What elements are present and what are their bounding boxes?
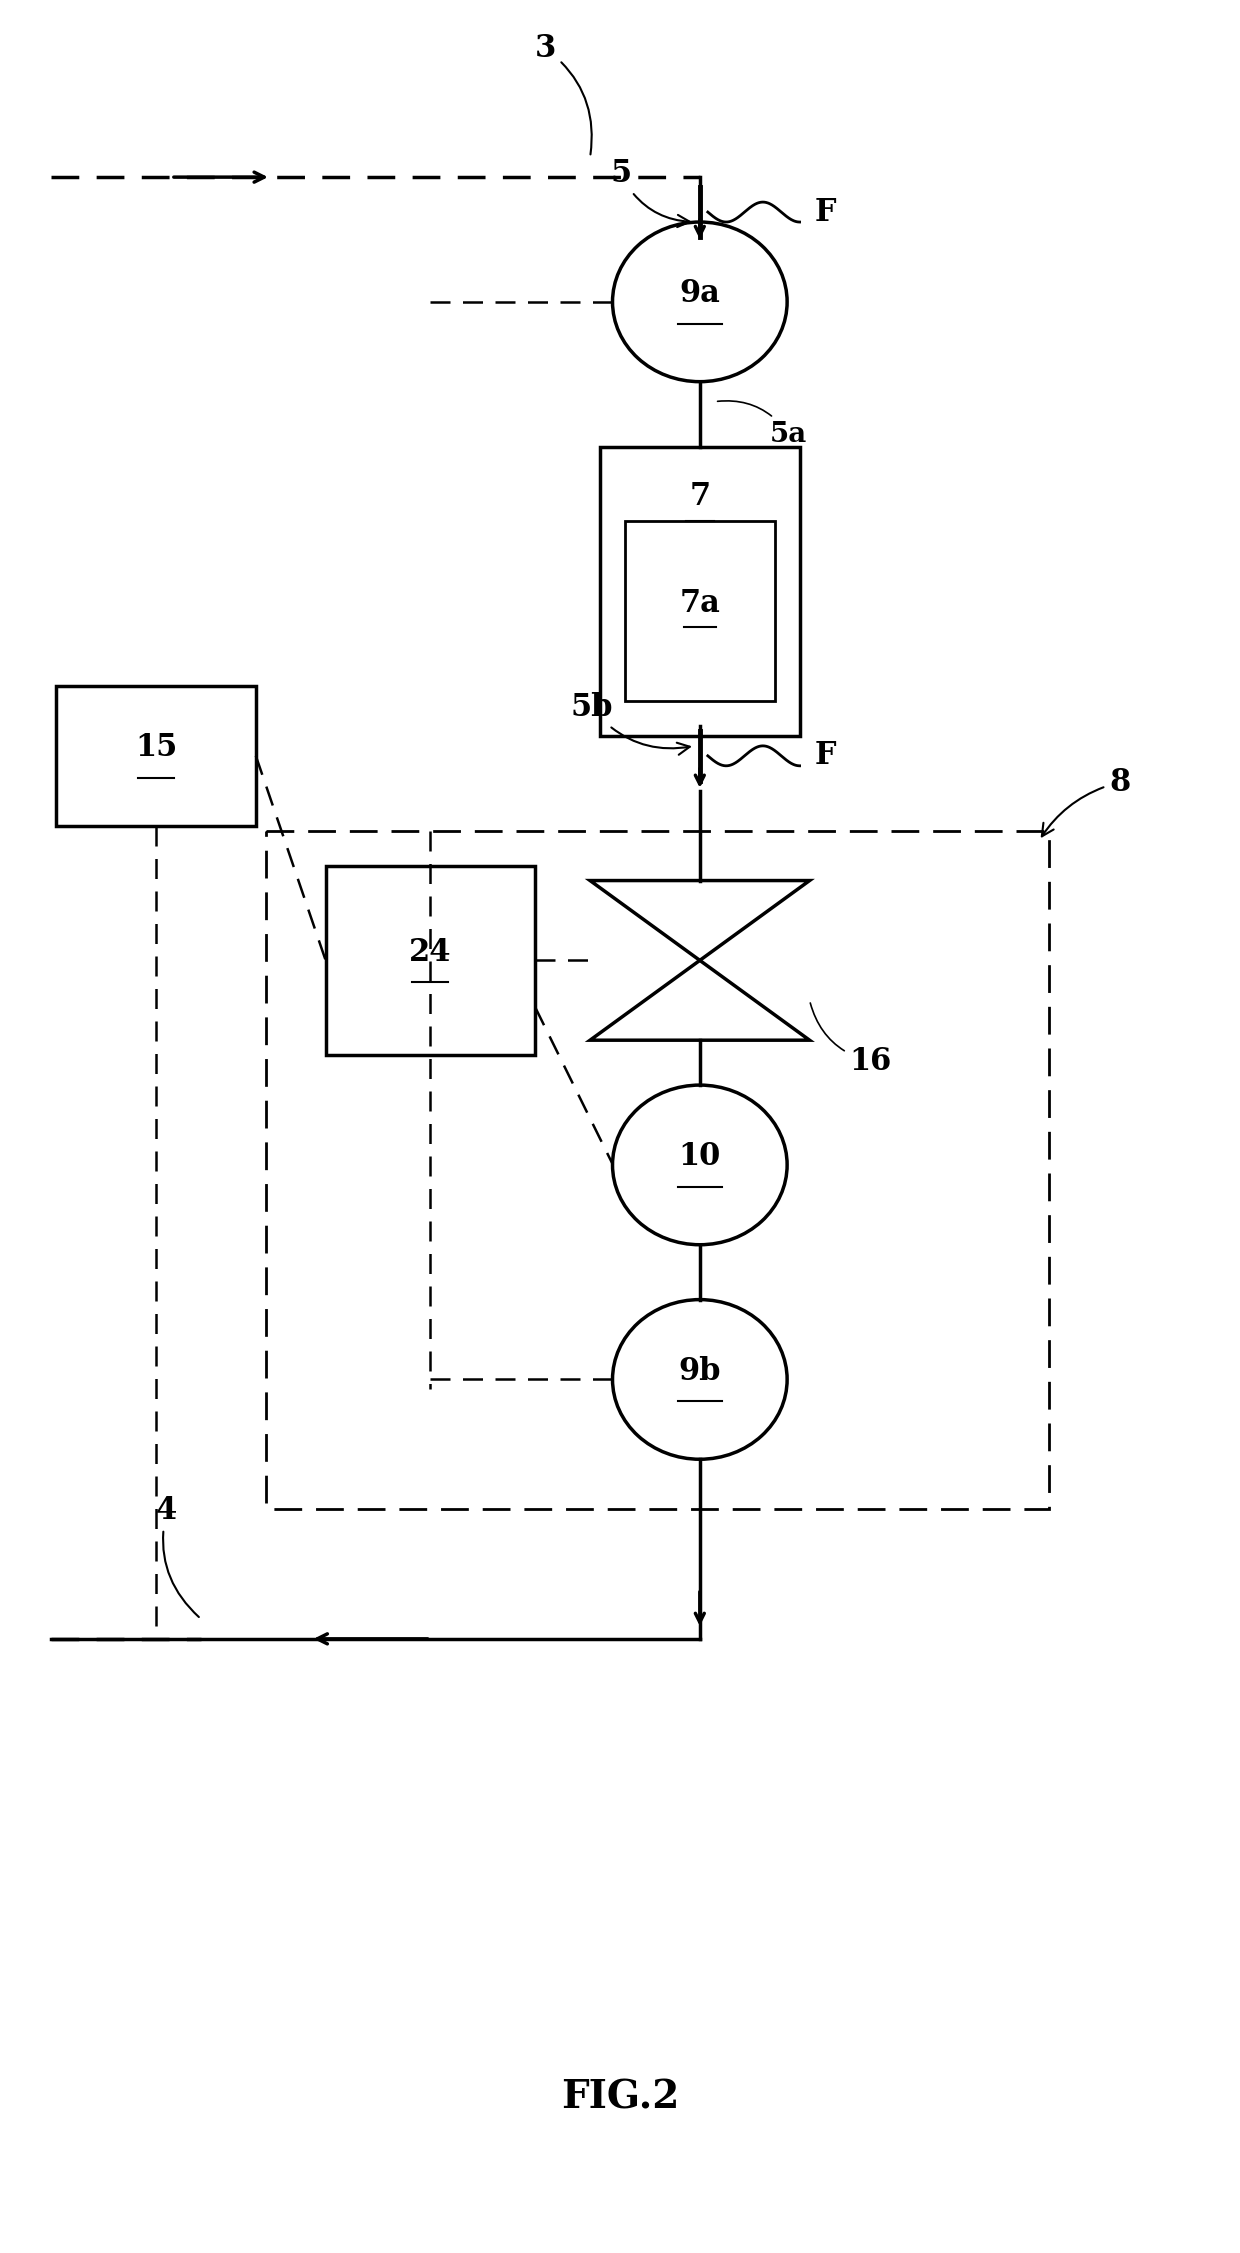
Bar: [265, 831, 1049, 1510]
Text: 4: 4: [156, 1496, 198, 1618]
Bar: [625, 520, 775, 701]
Text: 9b: 9b: [678, 1356, 722, 1388]
Text: 7a: 7a: [680, 588, 720, 620]
Text: 16: 16: [810, 1003, 892, 1077]
Bar: [600, 446, 800, 737]
Text: 10: 10: [678, 1142, 720, 1172]
Text: 5a: 5a: [718, 401, 807, 448]
Text: 24: 24: [409, 937, 451, 969]
Text: 15: 15: [135, 732, 177, 764]
Bar: [326, 865, 536, 1054]
Bar: [56, 685, 255, 825]
Text: 7: 7: [689, 480, 711, 511]
Text: FIG.2: FIG.2: [560, 2080, 680, 2118]
Text: F: F: [815, 741, 836, 771]
Text: F: F: [815, 196, 836, 228]
Text: 3: 3: [536, 34, 591, 155]
Text: 5: 5: [610, 158, 689, 228]
Text: 5b: 5b: [570, 692, 689, 755]
Text: 8: 8: [1042, 766, 1130, 836]
Text: 9a: 9a: [680, 279, 720, 309]
